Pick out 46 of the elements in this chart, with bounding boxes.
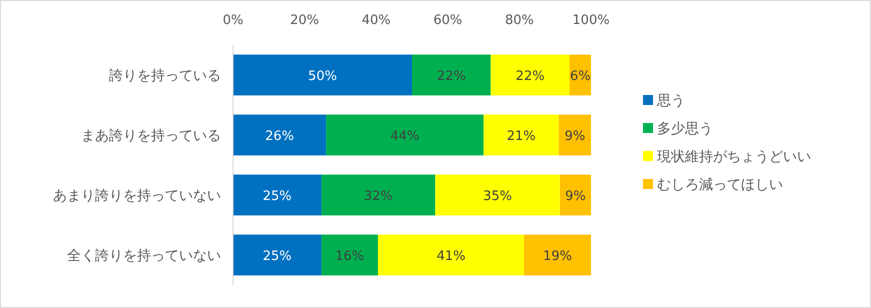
data-label: 41% bbox=[436, 249, 466, 264]
data-label: 6% bbox=[570, 69, 591, 84]
data-label: 50% bbox=[308, 69, 337, 84]
bar bbox=[558, 114, 591, 156]
bar bbox=[570, 54, 591, 96]
bar bbox=[233, 54, 412, 96]
legend-label: 多少思う bbox=[657, 121, 713, 137]
x-tick-label: 100% bbox=[572, 13, 610, 28]
bar bbox=[484, 114, 559, 156]
bar bbox=[233, 234, 322, 276]
bar bbox=[560, 174, 591, 216]
y-tick-label: 誇りを持っている bbox=[109, 68, 221, 84]
data-label: 32% bbox=[364, 189, 393, 204]
data-label: 16% bbox=[335, 249, 364, 264]
x-tick-label: 20% bbox=[290, 13, 320, 28]
data-label: 9% bbox=[565, 189, 586, 204]
data-label: 44% bbox=[390, 129, 420, 144]
x-tick-label: 40% bbox=[362, 13, 391, 28]
bar bbox=[233, 174, 322, 216]
bar bbox=[326, 114, 484, 156]
bar bbox=[524, 234, 591, 276]
data-label: 22% bbox=[516, 69, 545, 84]
x-tick-label: 0% bbox=[222, 13, 244, 28]
x-tick-label: 80% bbox=[504, 13, 534, 28]
data-label: 21% bbox=[506, 129, 536, 144]
bar bbox=[435, 174, 560, 216]
data-label: 35% bbox=[483, 189, 512, 204]
data-label: 22% bbox=[436, 69, 466, 84]
y-tick-label: あまり誇りを持っていない bbox=[53, 188, 221, 204]
legend-label: 思う bbox=[656, 93, 685, 109]
data-label: 25% bbox=[262, 189, 292, 204]
legend-label: むしろ減ってほしい bbox=[657, 177, 783, 193]
legend-label: 現状維持がちょうどいい bbox=[657, 149, 811, 165]
data-label: 26% bbox=[265, 129, 294, 144]
data-label: 9% bbox=[564, 129, 586, 144]
bar bbox=[233, 114, 326, 156]
y-tick-label: 全く誇りを持っていない bbox=[67, 248, 221, 264]
x-tick-label: 60% bbox=[433, 13, 462, 28]
bar bbox=[378, 234, 524, 276]
data-label: 19% bbox=[543, 249, 572, 264]
bar bbox=[490, 54, 570, 96]
y-tick-label: まあ誇りを持っている bbox=[81, 128, 221, 144]
data-label: 25% bbox=[262, 249, 292, 264]
bar bbox=[321, 174, 436, 216]
bar bbox=[412, 54, 491, 96]
bar bbox=[321, 234, 378, 276]
